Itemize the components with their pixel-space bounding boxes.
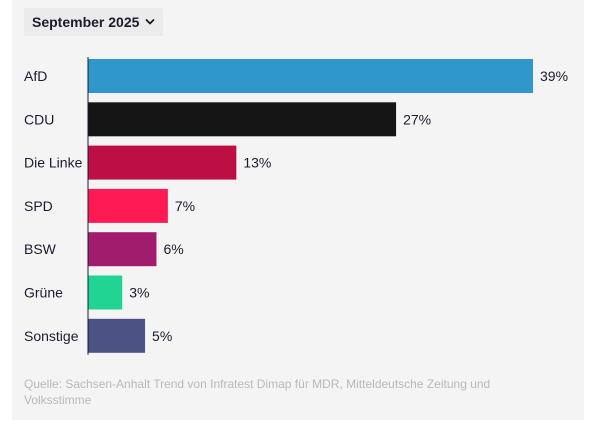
category-label: Grüne	[24, 285, 63, 301]
bar	[88, 275, 123, 310]
value-label: 5%	[152, 328, 172, 344]
bar	[88, 188, 168, 223]
bar	[88, 145, 237, 180]
category-label: Die Linke	[24, 155, 83, 171]
period-dropdown-label: September 2025	[32, 14, 140, 30]
value-label: 27%	[403, 111, 431, 127]
category-label: BSW	[24, 241, 57, 257]
period-dropdown[interactable]: September 2025	[24, 8, 163, 36]
source-note: Quelle: Sachsen-Anhalt Trend von Infrate…	[24, 377, 491, 407]
value-label: 39%	[540, 68, 568, 84]
bar-chart: AfD 39% CDU 27% Die Linke 13% SPD 7% BSW 6% Grüne 3…	[24, 57, 568, 355]
chevron-down-icon	[146, 19, 155, 25]
bar	[88, 232, 157, 267]
category-label: AfD	[24, 68, 47, 84]
value-label: 3%	[129, 285, 149, 301]
bar	[88, 318, 146, 353]
bar	[88, 59, 533, 93]
category-label: Sonstige	[24, 328, 79, 344]
value-label: 13%	[243, 155, 271, 171]
category-label: CDU	[24, 111, 54, 127]
value-label: 7%	[175, 198, 195, 214]
value-label: 6%	[163, 241, 183, 257]
category-label: SPD	[24, 198, 53, 214]
bar	[88, 102, 397, 137]
